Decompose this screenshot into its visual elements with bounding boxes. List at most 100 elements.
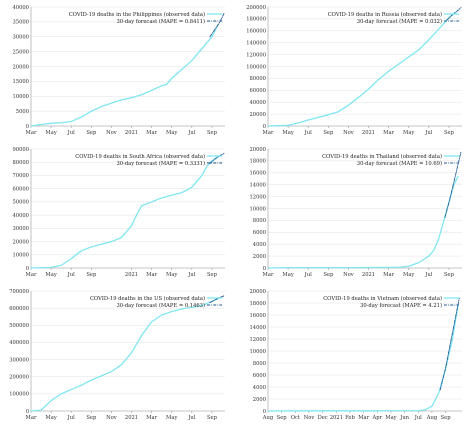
y-tick-label: 40000 (12, 5, 29, 11)
x-tick-label: Sep (323, 272, 334, 278)
y-tick-label: 40000 (249, 100, 266, 106)
observed-series-line (267, 175, 459, 269)
forecast-series-line (439, 297, 460, 391)
y-tick-label: 80000 (12, 160, 29, 166)
legend-entry-label: 30-day forecast (MAPE = 0.1463) (116, 302, 205, 309)
forecast-series-line (446, 7, 462, 21)
y-tick-label: 0 (263, 266, 266, 272)
x-tick-label: Jul (67, 130, 75, 136)
legend-entry-label: COVID-19 deaths in Russia (observed data… (328, 11, 442, 18)
legend-entry-label: COVID-19 deaths in the Philippines (obse… (69, 11, 205, 18)
forecast-series-line (209, 13, 225, 38)
x-tick-label: Nov (343, 272, 354, 278)
x-tick-label: May (45, 272, 56, 278)
x-tick-label: Mar (358, 415, 369, 421)
y-tick-label: 600000 (9, 306, 29, 312)
y-tick-label: 20000 (249, 112, 266, 118)
forecast-series-line (209, 153, 225, 164)
x-tick-label: Feb (345, 415, 355, 421)
forecast-series-line (209, 295, 225, 304)
x-tick-label: 2021 (125, 415, 138, 421)
x-tick-label: Jul (67, 272, 75, 278)
y-tick-label: 500000 (9, 323, 29, 329)
y-tick-label: 25000 (12, 49, 29, 55)
x-tick-label: Apr (372, 415, 383, 421)
x-tick-label: Jul (187, 415, 195, 421)
x-tick-label: May (166, 272, 177, 278)
y-tick-label: 70000 (12, 173, 29, 179)
y-tick-label: 18000 (249, 159, 266, 165)
x-tick-label: Aug (426, 415, 438, 421)
y-tick-label: 200000 (246, 5, 266, 11)
x-tick-label: Jul (67, 415, 75, 421)
y-tick-label: 2000 (253, 397, 266, 403)
y-tick-label: 10000 (249, 349, 266, 355)
y-tick-label: 140000 (246, 41, 266, 47)
observed-series-line (30, 24, 219, 127)
y-tick-label: 16000 (249, 313, 266, 319)
x-tick-label: 2021 (362, 130, 375, 136)
y-tick-label: 14000 (249, 325, 266, 331)
y-tick-label: 160000 (246, 29, 266, 35)
observed-series-line (267, 11, 456, 127)
x-tick-label: Jul (187, 272, 195, 278)
x-tick-label: Nov (343, 130, 354, 136)
x-tick-label: Mar (146, 130, 157, 136)
x-tick-label: Mar (263, 130, 274, 136)
x-tick-label: May (403, 130, 414, 136)
x-tick-label: 2021 (125, 272, 138, 278)
x-tick-label: Nov (304, 415, 315, 421)
legend-entry-label: COVID-19 deaths in the US (observed data… (90, 295, 205, 302)
chart-panel-philippines: 0 5000 10000 15000 20000 25000 30000 35000 40000… (0, 0, 237, 142)
y-tick-label: 120000 (246, 52, 266, 58)
x-tick-label: Sep (323, 130, 334, 136)
legend-entry-label: 30-day forecast (MAPE = 10.69) (357, 160, 442, 167)
y-tick-label: 35000 (12, 20, 29, 26)
y-tick-label: 18000 (249, 301, 266, 307)
chart-panel-south-africa: 0 10000 20000 30000 40000 50000 60000 70000 8000… (0, 142, 237, 284)
y-tick-label: 400000 (9, 340, 29, 346)
y-tick-label: 14000 (249, 183, 266, 189)
y-tick-label: 20000 (12, 239, 29, 245)
x-tick-label: Jul (424, 272, 432, 278)
y-tick-label: 12000 (249, 337, 266, 343)
y-tick-label: 2000 (253, 254, 266, 260)
x-tick-label: May (282, 272, 293, 278)
x-tick-label: May (166, 415, 177, 421)
chart-svg-south-africa: 0 10000 20000 30000 40000 50000 60000 70000 8000… (12, 147, 225, 278)
x-tick-label: Sep (86, 272, 97, 278)
x-tick-label: Sep (444, 272, 455, 278)
x-tick-label: Nov (106, 130, 117, 136)
x-tick-label: Mar (383, 272, 394, 278)
x-tick-label: May (385, 415, 396, 421)
chart-svg-us: 0 100000 200000 300000 400000 500000 600000 700… (9, 289, 225, 421)
x-tick-label: May (45, 130, 56, 136)
y-tick-label: 200000 (9, 375, 29, 381)
y-tick-label: 30000 (12, 226, 29, 232)
x-tick-label: Mar (383, 130, 394, 136)
y-tick-label: 4000 (253, 385, 266, 391)
x-tick-label: Aug (262, 415, 274, 421)
x-tick-label: Sep (86, 130, 97, 136)
x-tick-label: Mar (146, 415, 157, 421)
y-tick-label: 100000 (246, 64, 266, 70)
chart-svg-russia: 0 20000 40000 60000 80000 100000 120000 140000 1… (246, 5, 462, 136)
x-tick-label: Jul (304, 130, 312, 136)
y-tick-label: 16000 (249, 171, 266, 177)
y-tick-label: 6000 (253, 230, 266, 236)
legend-entry-label: COVID-19 deaths in South Africa (observe… (75, 153, 205, 160)
x-tick-label: Oct (291, 415, 301, 421)
y-tick-label: 10000 (249, 206, 266, 212)
y-tick-label: 12000 (249, 194, 266, 200)
x-tick-label: Sep (441, 415, 452, 421)
axes (30, 291, 225, 412)
chart-panel-russia: 0 20000 40000 60000 80000 100000 120000 140000 1… (237, 0, 474, 142)
chart-svg-thailand: 0 2000 4000 6000 8000 10000 12000 14000 16000 180… (249, 147, 462, 278)
x-tick-label: 2021 (125, 130, 138, 136)
legend-entry-label: 30-day forecast (MAPE = 0.3331) (116, 160, 205, 167)
chart-panel-thailand: 0 2000 4000 6000 8000 10000 12000 14000 16000 180… (237, 142, 474, 284)
x-tick-label: Sep (86, 415, 97, 421)
x-tick-label: May (166, 130, 177, 136)
chart-panel-vietnam: 0 2000 4000 6000 8000 10000 12000 14000 16000 180… (237, 284, 474, 427)
